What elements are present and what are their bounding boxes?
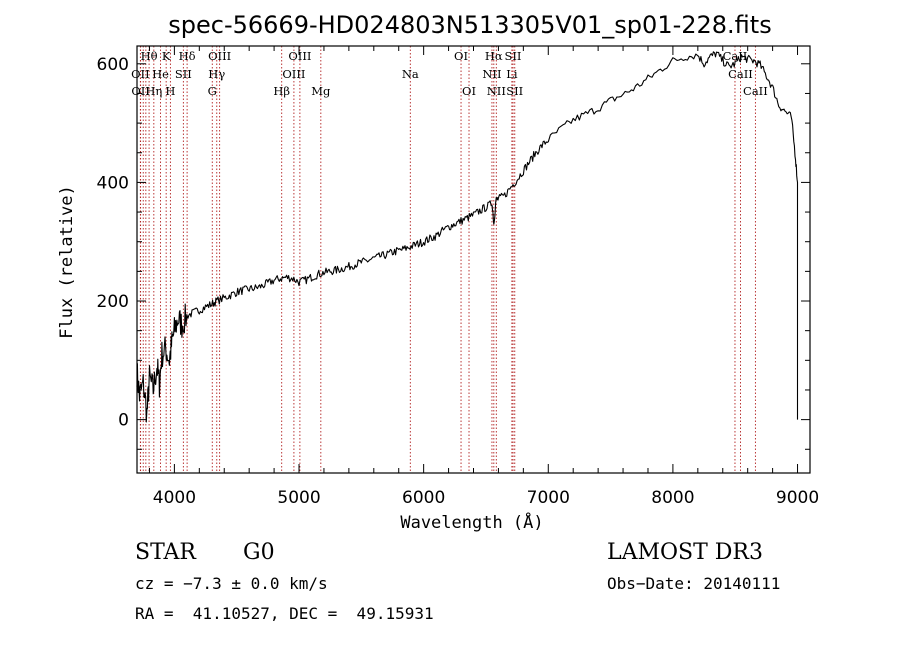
line-label: G (208, 84, 217, 98)
y-tick-label: 200 (97, 292, 129, 312)
line-label: OI (454, 49, 468, 63)
line-label: OIII (208, 49, 231, 63)
line-label: Hδ (179, 49, 196, 63)
line-label: OIII (288, 49, 311, 63)
line-label: Hα (485, 49, 503, 63)
x-tick-label: 9000 (776, 488, 819, 508)
line-label: K (162, 49, 171, 63)
line-label: OIII (282, 67, 305, 81)
line-label: Li (506, 67, 518, 81)
y-tick-label: 400 (97, 173, 129, 193)
line-label: Na (402, 67, 419, 81)
y-axis-label: Flux (relative) (57, 185, 77, 339)
plot-frame (136, 45, 811, 474)
line-label: SII (175, 67, 192, 81)
line-label: Hθ (141, 49, 158, 63)
spectral-class: STAR (135, 540, 196, 565)
line-label: NII (487, 84, 506, 98)
x-axis-label: Wavelength (Å) (400, 511, 543, 533)
line-label: Mg (311, 84, 331, 98)
x-tick-label: 7000 (527, 488, 570, 508)
line-label: OI (462, 84, 476, 98)
x-tick-label: 4000 (153, 488, 196, 508)
redshift-cz: cz = −7.3 ± 0.0 km/s (135, 574, 328, 593)
chart-title: spec-56669-HD024803N513305V01_sp01-228.f… (168, 11, 771, 39)
line-label: CaII (728, 67, 753, 81)
line-label: He (152, 67, 169, 81)
spectral-subclass: G0 (243, 540, 275, 565)
x-tick-label: 8000 (651, 488, 694, 508)
line-label: Hη (145, 84, 162, 98)
line-label: OII (131, 67, 150, 81)
line-label: H (165, 84, 175, 98)
line-label: NII (482, 67, 501, 81)
observation-date: Obs−Date: 20140111 (607, 574, 781, 593)
line-label: SII (506, 84, 523, 98)
line-label: OII (131, 84, 150, 98)
y-tick-label: 600 (97, 55, 129, 75)
x-tick-label: 6000 (402, 488, 445, 508)
line-label: CaII (743, 84, 768, 98)
line-markers (139, 46, 756, 473)
line-label: Hγ (208, 67, 225, 81)
spectrum-line (136, 51, 799, 423)
y-tick-label: 0 (118, 411, 129, 431)
line-label: SII (505, 49, 522, 63)
line-label: Hβ (273, 84, 290, 98)
x-tick-label: 5000 (277, 488, 320, 508)
coordinates: RA = 41.10527, DEC = 49.15931 (135, 604, 434, 623)
survey-name: LAMOST DR3 (607, 540, 763, 565)
axis-ticks: 4000 5000 6000 7000 8000 9000 0 200 400 600 (97, 46, 819, 508)
line-label: CaII (723, 49, 748, 63)
